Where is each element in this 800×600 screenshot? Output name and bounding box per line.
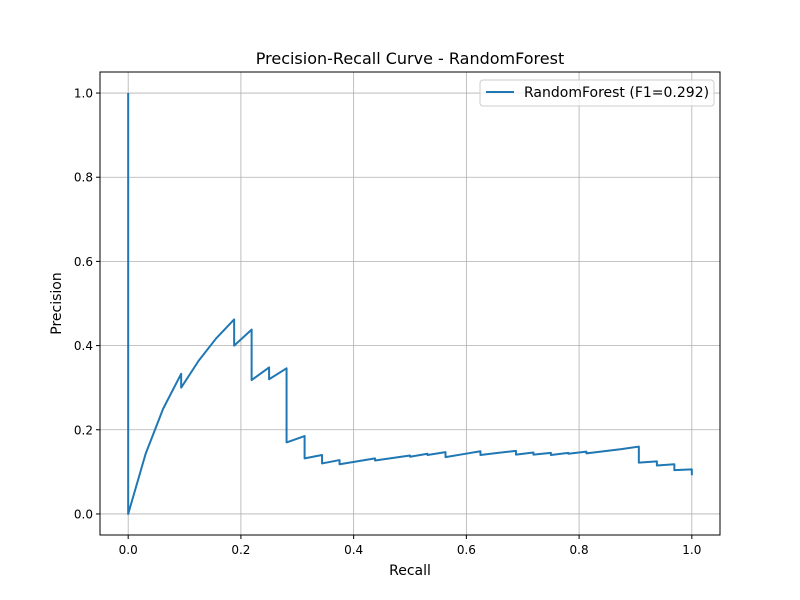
legend: RandomForest (F1=0.292) — [479, 79, 715, 107]
chart-title: Precision-Recall Curve - RandomForest — [256, 49, 564, 68]
x-axis-label: Recall — [389, 563, 431, 579]
x-tick-label: 0.2 — [231, 543, 250, 557]
legend-box — [479, 79, 715, 107]
y-tick-label: 0.0 — [74, 507, 93, 521]
y-tick-label: 0.2 — [74, 423, 93, 437]
x-tick-label: 0.6 — [457, 543, 476, 557]
grid — [100, 72, 720, 535]
y-tick-label: 0.4 — [74, 339, 93, 353]
ticks: 0.0 0.2 0.4 0.6 0.8 1.0 0.0 0.2 0.4 0.6 0.8 1.0 — [74, 87, 701, 557]
y-tick-label: 0.6 — [74, 255, 93, 269]
legend-label: RandomForest (F1=0.292) — [524, 85, 709, 101]
x-tick-label: 0.0 — [119, 543, 138, 557]
data-layer — [127, 93, 693, 515]
y-tick-label: 1.0 — [74, 87, 93, 101]
y-axis-label: Precision — [49, 272, 65, 334]
plot-frame — [99, 71, 721, 536]
series-line — [127, 93, 693, 515]
x-tick-label: 0.8 — [570, 543, 589, 557]
x-tick-label: 0.4 — [344, 543, 363, 557]
y-tick-label: 0.8 — [74, 171, 93, 185]
plot-area — [100, 72, 720, 535]
x-tick-label: 1.0 — [682, 543, 701, 557]
